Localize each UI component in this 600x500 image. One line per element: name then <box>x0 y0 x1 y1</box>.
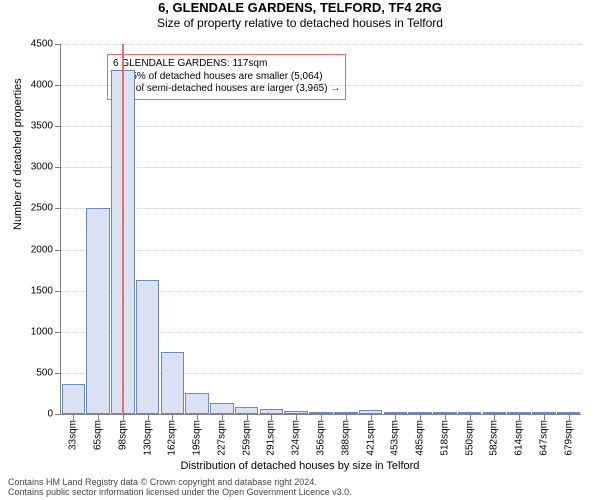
y-tick-label: 3500 <box>31 121 53 132</box>
y-tick-label: 3000 <box>31 162 53 173</box>
y-tick <box>55 126 61 127</box>
x-tick-label: 356sqm <box>316 420 327 456</box>
gridline <box>61 126 581 127</box>
x-tick-label: 324sqm <box>291 420 302 456</box>
histogram-bar <box>86 208 110 414</box>
y-tick <box>55 44 61 45</box>
gridline <box>61 167 581 168</box>
footer: Contains HM Land Registry data © Crown c… <box>8 478 352 498</box>
y-tick <box>55 291 61 292</box>
x-tick-label: 65sqm <box>93 420 104 450</box>
x-tick-label: 647sqm <box>538 420 549 456</box>
histogram-bar <box>185 393 209 414</box>
annotation-line1: 6 GLENDALE GARDENS: 117sqm <box>113 58 340 71</box>
x-tick-label: 259sqm <box>241 420 252 456</box>
x-tick-label: 485sqm <box>415 420 426 456</box>
x-tick-label: 98sqm <box>117 420 128 450</box>
x-tick-label: 421sqm <box>365 420 376 456</box>
y-tick-label: 4500 <box>31 39 53 50</box>
x-axis-title: Distribution of detached houses by size … <box>0 460 600 472</box>
x-tick-label: 227sqm <box>216 420 227 456</box>
marker-line <box>122 44 124 414</box>
annotation-line2: ← 55% of detached houses are smaller (5,… <box>113 71 340 84</box>
x-tick-label: 679sqm <box>563 420 574 456</box>
y-tick <box>55 167 61 168</box>
y-tick-label: 1000 <box>31 326 53 337</box>
x-tick-label: 388sqm <box>340 420 351 456</box>
y-tick <box>55 414 61 415</box>
y-tick-label: 1500 <box>31 285 53 296</box>
x-tick-label: 453sqm <box>390 420 401 456</box>
x-tick-label: 582sqm <box>489 420 500 456</box>
y-tick-label: 2000 <box>31 244 53 255</box>
x-tick-label: 33sqm <box>68 420 79 450</box>
histogram-bar <box>161 352 185 414</box>
x-tick-label: 130sqm <box>142 420 153 456</box>
y-tick <box>55 85 61 86</box>
chart-plot-area: 6 GLENDALE GARDENS: 117sqm ← 55% of deta… <box>60 44 581 415</box>
y-tick <box>55 250 61 251</box>
page-subtitle: Size of property relative to detached ho… <box>0 16 600 30</box>
page-title: 6, GLENDALE GARDENS, TELFORD, TF4 2RG <box>0 0 600 16</box>
gridline <box>61 208 581 209</box>
y-tick <box>55 332 61 333</box>
annotation-box: 6 GLENDALE GARDENS: 117sqm ← 55% of deta… <box>107 54 346 100</box>
x-tick-label: 291sqm <box>266 420 277 456</box>
y-tick <box>55 208 61 209</box>
histogram-bar <box>210 403 234 414</box>
gridline <box>61 250 581 251</box>
x-tick-label: 162sqm <box>167 420 178 456</box>
histogram-bar <box>136 280 160 414</box>
x-tick-label: 550sqm <box>464 420 475 456</box>
x-tick-label: 195sqm <box>192 420 203 456</box>
histogram-bar <box>62 384 86 414</box>
gridline <box>61 44 581 45</box>
histogram-bar <box>235 407 259 414</box>
y-tick <box>55 373 61 374</box>
y-tick-label: 2500 <box>31 203 53 214</box>
y-tick-label: 0 <box>47 409 53 420</box>
y-tick-label: 500 <box>36 367 53 378</box>
x-tick-label: 518sqm <box>439 420 450 456</box>
x-tick-label: 614sqm <box>514 420 525 456</box>
y-tick-label: 4000 <box>31 80 53 91</box>
gridline <box>61 85 581 86</box>
y-axis-title: Number of detached properties <box>12 78 24 230</box>
footer-line2: Contains public sector information licen… <box>8 488 352 498</box>
